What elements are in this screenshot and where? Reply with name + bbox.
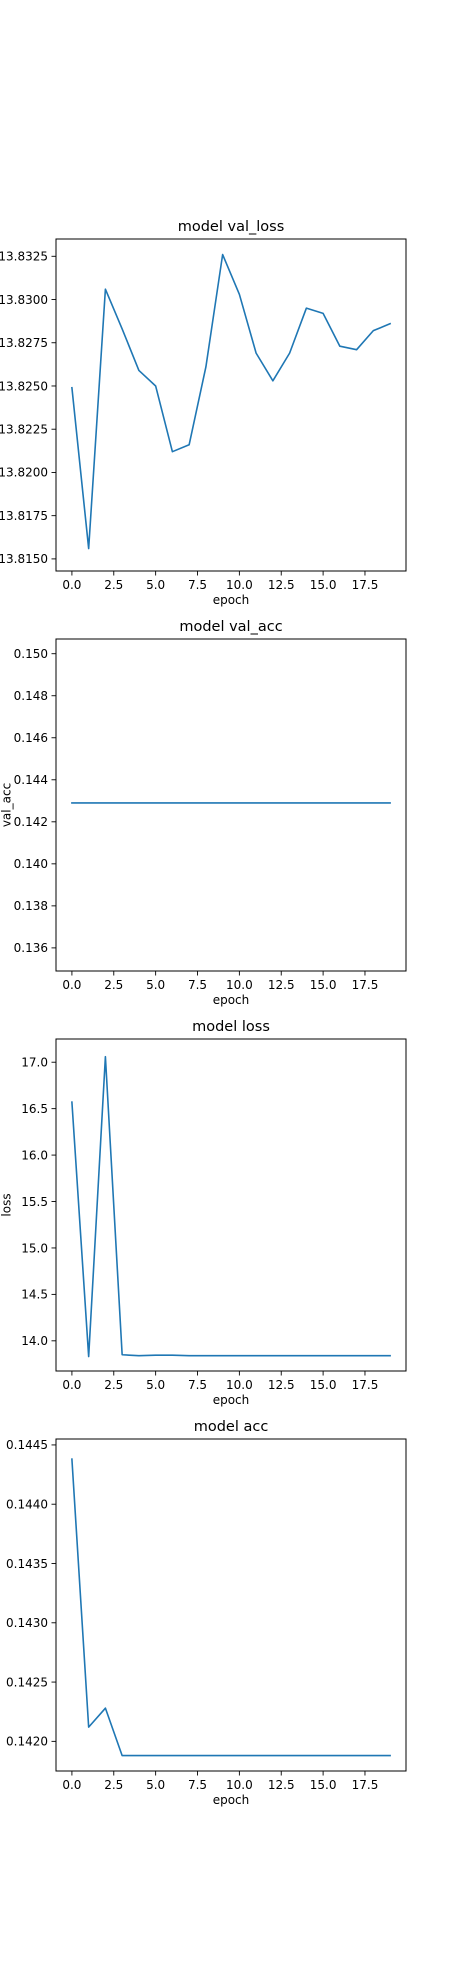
x-axis-label: epoch — [213, 993, 250, 1007]
x-tick-label: 7.5 — [188, 578, 207, 592]
x-tick-label: 12.5 — [268, 978, 295, 992]
x-tick-label: 15.0 — [310, 578, 337, 592]
y-tick-label: 13.8225 — [0, 423, 48, 437]
chart-panel-3: model loss 0.0 2.5 5.0 7.5 10.0 12.5 15.0 17.5 14… — [0, 1019, 407, 1407]
y-tick-label: 0.150 — [14, 647, 48, 661]
x-tick-label: 17.5 — [352, 978, 379, 992]
x-tick-label: 0.0 — [62, 578, 81, 592]
x-tick-label: 0.0 — [62, 1378, 81, 1392]
chart-title: model val_loss — [178, 219, 285, 235]
chart-title: model val_acc — [179, 619, 282, 635]
chart-title: model acc — [194, 1419, 269, 1435]
y-tick-label: 0.142 — [14, 815, 48, 829]
chart-panel-4: model acc 0.0 2.5 5.0 7.5 10.0 12.5 15.0 17.5 0.1… — [6, 1419, 407, 1807]
x-tick-label: 7.5 — [188, 1778, 207, 1792]
y-tick-label: 0.1430 — [6, 1616, 48, 1630]
plot-frame — [55, 1438, 407, 1772]
x-tick-label: 5.0 — [146, 1778, 165, 1792]
chart-panel-2: model val_acc 0.0 2.5 5.0 7.5 10.0 12.5 15.0 17.… — [0, 619, 407, 1007]
x-tick-label: 12.5 — [268, 1378, 295, 1392]
y-tick-label: 0.1440 — [6, 1498, 48, 1512]
y-tick-label: 13.8150 — [0, 552, 48, 566]
y-tick-label: 13.8275 — [0, 336, 48, 350]
x-tick-label: 7.5 — [188, 978, 207, 992]
x-tick-label: 15.0 — [310, 1778, 337, 1792]
y-tick-label: 15.5 — [21, 1195, 48, 1209]
plot-frame — [55, 238, 407, 572]
y-tick-label: 13.8200 — [0, 466, 48, 480]
y-tick-label: 0.1425 — [6, 1675, 48, 1689]
y-tick-label: 13.8325 — [0, 250, 48, 264]
x-tick-label: 0.0 — [62, 1778, 81, 1792]
x-tick-label: 17.5 — [352, 1778, 379, 1792]
x-tick-label: 7.5 — [188, 1378, 207, 1392]
x-tick-label: 10.0 — [226, 978, 253, 992]
x-tick-label: 0.0 — [62, 978, 81, 992]
x-tick-label: 12.5 — [268, 1778, 295, 1792]
y-tick-label: 13.8175 — [0, 509, 48, 523]
y-tick-label: 14.0 — [21, 1334, 48, 1348]
y-tick-label: 0.138 — [14, 899, 48, 913]
x-tick-label: 5.0 — [146, 578, 165, 592]
series-line — [71, 1055, 391, 1358]
y-tick-label: 0.136 — [14, 941, 48, 955]
x-tick-label: 17.5 — [352, 1378, 379, 1392]
y-tick-label: 0.148 — [14, 689, 48, 703]
chart-panel-1: model val_loss 0.0 2.5 5.0 7.5 10.0 12.5 15.0 17… — [0, 219, 407, 607]
x-tick-label: 10.0 — [226, 1378, 253, 1392]
x-tick-label: 17.5 — [352, 578, 379, 592]
x-tick-label: 15.0 — [310, 1378, 337, 1392]
x-axis-label: epoch — [213, 593, 250, 607]
y-tick-label: 0.146 — [14, 731, 48, 745]
y-tick-label: 13.8300 — [0, 293, 48, 307]
y-tick-label: 0.1435 — [6, 1557, 48, 1571]
x-tick-label: 2.5 — [104, 578, 123, 592]
y-tick-label: 14.5 — [21, 1288, 48, 1302]
y-tick-label: 16.0 — [21, 1148, 48, 1162]
chart-panels: model val_loss 0.0 2.5 5.0 7.5 10.0 12.5 15.0 17… — [0, 219, 407, 1807]
y-tick-label: 16.5 — [21, 1102, 48, 1116]
y-tick-label: 0.1445 — [6, 1438, 48, 1452]
x-tick-label: 15.0 — [310, 978, 337, 992]
y-tick-label: 13.8250 — [0, 379, 48, 393]
chart-title: model loss — [192, 1019, 270, 1035]
x-tick-label: 5.0 — [146, 1378, 165, 1392]
y-axis-label: val_acc — [0, 783, 14, 827]
x-tick-label: 10.0 — [226, 578, 253, 592]
x-axis-label: epoch — [213, 1793, 250, 1807]
y-tick-label: 0.140 — [14, 857, 48, 871]
x-tick-label: 2.5 — [104, 1378, 123, 1392]
x-tick-label: 10.0 — [226, 1778, 253, 1792]
x-tick-label: 5.0 — [146, 978, 165, 992]
y-tick-label: 0.144 — [14, 773, 48, 787]
x-tick-label: 2.5 — [104, 1778, 123, 1792]
x-axis-label: epoch — [213, 1393, 250, 1407]
y-axis-label: loss — [0, 1193, 14, 1216]
plot-frame — [55, 1038, 407, 1372]
y-tick-label: 15.0 — [21, 1241, 48, 1255]
series-line — [71, 253, 392, 550]
y-tick-label: 0.1420 — [6, 1735, 48, 1749]
y-tick-label: 17.0 — [21, 1056, 48, 1070]
x-tick-label: 2.5 — [104, 978, 123, 992]
series-line — [71, 1458, 391, 1757]
x-tick-label: 12.5 — [268, 578, 295, 592]
plot-frame — [55, 638, 407, 972]
